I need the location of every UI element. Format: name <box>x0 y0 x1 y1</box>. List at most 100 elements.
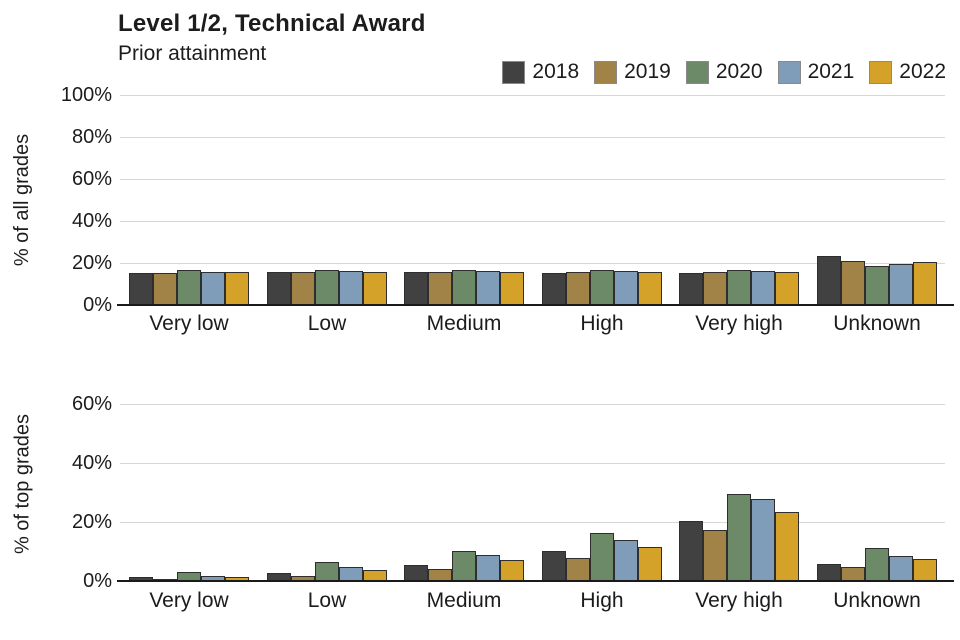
bar-group-bottom-very-high <box>670 386 808 581</box>
bar-group-top-unknown <box>808 95 946 305</box>
ytick-bottom-20: 20% <box>71 511 112 533</box>
legend-item-2020: 2020 <box>685 60 763 84</box>
gridline-top-100 <box>120 95 945 96</box>
bar-2019-medium <box>428 569 452 581</box>
bar-2022-very-high <box>775 272 799 305</box>
bar-2019-low <box>291 576 315 581</box>
bar-group-top-very-low <box>120 95 258 305</box>
bar-2022-very-low <box>225 577 249 581</box>
bar-2018-very-low <box>129 273 153 305</box>
bar-2022-very-low <box>225 272 249 305</box>
bar-2020-unknown <box>865 266 889 305</box>
legend-swatch-2019 <box>594 60 618 84</box>
gridline-top-20 <box>120 263 945 264</box>
bar-2020-high <box>590 533 614 581</box>
bar-2021-low <box>339 271 363 305</box>
legend-swatch-2022 <box>869 60 893 84</box>
legend-swatch-2020 <box>685 60 709 84</box>
chart-subtitle: Prior attainment <box>118 42 267 65</box>
bar-2021-high <box>614 540 638 581</box>
gridline-top-40 <box>120 221 945 222</box>
bar-group-bottom-high <box>533 386 671 581</box>
bar-2019-unknown <box>841 261 865 305</box>
bar-2018-very-high <box>679 273 703 305</box>
bar-2021-medium <box>476 555 500 581</box>
bar-2020-very-high <box>727 494 751 581</box>
bar-2020-low <box>315 562 339 581</box>
bar-2021-very-high <box>751 499 775 581</box>
legend-swatch-2018 <box>502 60 526 84</box>
bar-2022-unknown <box>913 262 937 305</box>
bar-2021-low <box>339 567 363 581</box>
bar-2018-medium <box>404 272 428 305</box>
bar-2018-unknown <box>817 256 841 305</box>
bar-2021-unknown <box>889 556 913 581</box>
bar-2022-very-high <box>775 512 799 581</box>
bar-2022-unknown <box>913 559 937 581</box>
xlabel-bottom-high: High <box>580 589 624 612</box>
ytick-top-100: 100% <box>60 84 112 106</box>
bar-group-top-high <box>533 95 671 305</box>
bar-2019-high <box>566 558 590 581</box>
bar-group-top-very-high <box>670 95 808 305</box>
legend: 2018 2019 2020 2021 2022 <box>502 60 946 84</box>
y-axis-title-bottom: % of top grades <box>11 413 34 555</box>
bar-2021-very-high <box>751 271 775 305</box>
bar-2018-unknown <box>817 564 841 581</box>
bar-2021-very-low <box>201 576 225 581</box>
ytick-top-40: 40% <box>71 210 112 232</box>
xlabel-top-very-low: Very low <box>149 312 229 335</box>
bar-2018-high <box>542 551 566 581</box>
legend-swatch-2021 <box>777 60 801 84</box>
bar-2022-medium <box>500 272 524 305</box>
legend-label: 2020 <box>715 60 763 83</box>
bar-2018-medium <box>404 565 428 581</box>
bar-group-top-medium <box>395 95 533 305</box>
xlabel-top-medium: Medium <box>426 312 502 335</box>
bar-2019-high <box>566 272 590 305</box>
bar-2020-very-low <box>177 572 201 581</box>
bar-2021-high <box>614 271 638 305</box>
bar-2019-low <box>291 272 315 305</box>
bar-2019-medium <box>428 272 452 305</box>
xlabel-top-high: High <box>580 312 624 335</box>
legend-label: 2018 <box>532 60 580 83</box>
bar-2021-unknown <box>889 264 913 305</box>
gridline-bottom-40 <box>120 463 945 464</box>
bar-2021-medium <box>476 271 500 305</box>
ytick-top-0: 0% <box>83 294 112 316</box>
chart-title: Level 1/2, Technical Award <box>118 10 426 37</box>
legend-item-2019: 2019 <box>594 60 671 84</box>
bar-2018-low <box>267 272 291 305</box>
bar-2021-very-low <box>201 272 225 305</box>
ytick-top-20: 20% <box>71 252 112 274</box>
bar-2020-high <box>590 270 614 305</box>
gridline-top-80 <box>120 137 945 138</box>
xlabel-top-low: Low <box>307 312 347 335</box>
xlabel-top-very-high: Very high <box>695 312 783 335</box>
bar-2020-very-high <box>727 270 751 305</box>
x-axis-line-top <box>117 304 954 306</box>
bar-group-bottom-very-low <box>120 386 258 581</box>
ytick-bottom-0: 0% <box>83 570 112 592</box>
ytick-bottom-40: 40% <box>71 452 112 474</box>
x-axis-line-bottom <box>117 580 954 582</box>
bar-2022-high <box>638 272 662 305</box>
legend-item-2022: 2022 <box>869 60 946 84</box>
gridline-bottom-60 <box>120 404 945 405</box>
bar-2020-very-low <box>177 270 201 305</box>
xlabel-bottom-medium: Medium <box>426 589 502 612</box>
bar-2022-low <box>363 272 387 305</box>
xlabel-bottom-very-high: Very high <box>695 589 783 612</box>
bar-2018-very-high <box>679 521 703 581</box>
xlabel-top-unknown: Unknown <box>833 312 921 335</box>
xlabel-bottom-low: Low <box>307 589 347 612</box>
bar-2019-very-low <box>153 273 177 305</box>
bar-group-bottom-medium <box>395 386 533 581</box>
bar-2022-high <box>638 547 662 581</box>
gridline-top-60 <box>120 179 945 180</box>
bar-2018-very-low <box>129 577 153 581</box>
bar-group-bottom-unknown <box>808 386 946 581</box>
gridline-bottom-20 <box>120 522 945 523</box>
